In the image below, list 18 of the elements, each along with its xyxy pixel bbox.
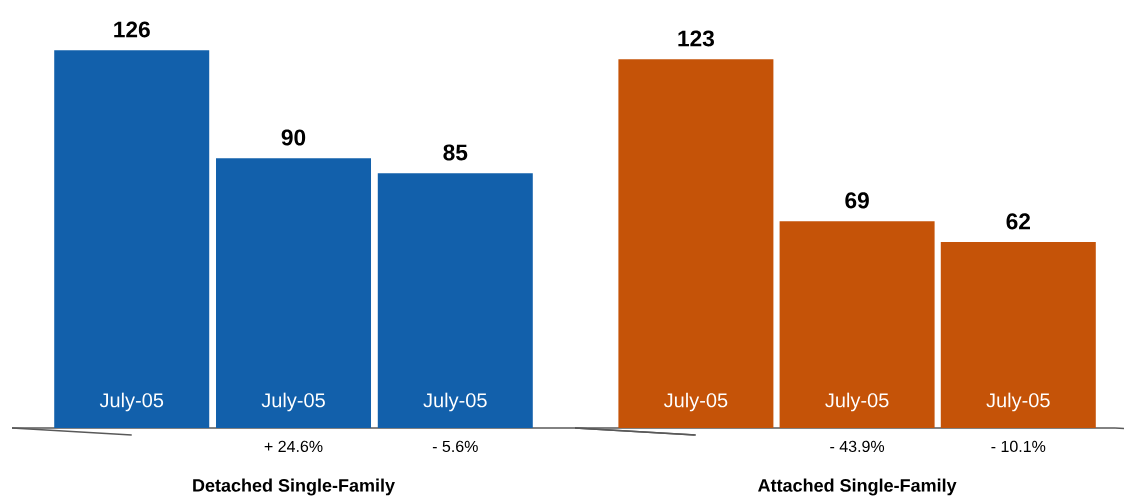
- data-label: 123: [678, 30, 714, 47]
- x-tick-label: July-05: [986, 392, 1050, 412]
- data-label: 85: [443, 144, 468, 161]
- data-label: 90: [281, 129, 306, 146]
- x-tick-label: July-05: [99, 392, 164, 412]
- text: - 10.1%: [991, 440, 1046, 453]
- x-tick-label: July-05: [423, 392, 487, 412]
- text: - 5.6%: [432, 440, 478, 453]
- x-tick-label: July-05: [663, 392, 728, 412]
- data-label: 69: [845, 192, 869, 209]
- data-label: 126: [114, 21, 150, 38]
- x-axis-title: Detached Single-Family: [193, 478, 395, 496]
- x-axis-title: Attached Single-Family: [758, 478, 957, 496]
- text: + 24.6%: [264, 440, 323, 453]
- data-label: 62: [1006, 213, 1030, 230]
- x-tick-label: July-05: [825, 392, 889, 412]
- x-tick-label: July-05: [261, 392, 325, 412]
- text: - 43.9%: [830, 440, 885, 453]
